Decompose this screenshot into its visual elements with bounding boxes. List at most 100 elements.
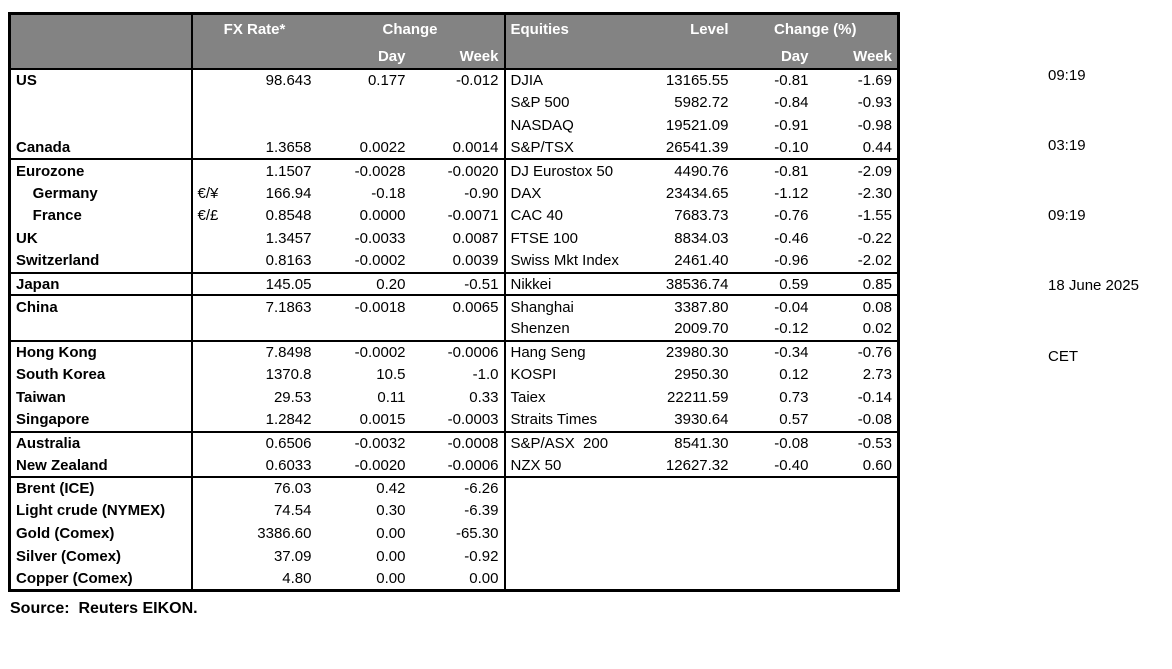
fx-rate-cell: 1.2842	[223, 408, 317, 433]
fx-rate-cell	[224, 114, 317, 137]
fx-country-cell	[9, 113, 193, 137]
table-row: Hong Kong 7.8498 -0.0002 -0.0006 Hang Seng 23…	[9, 340, 899, 364]
fx-rate-cell: 1.3658	[223, 136, 317, 161]
equity-change-week-cell: -1.69	[857, 71, 892, 89]
fx-change-day-cell: 0.177	[367, 71, 406, 89]
equity-name-cell: DJIA	[510, 71, 544, 89]
equity-change-week-cell: 2.73	[862, 366, 892, 384]
fx-rate-cell: 1370.8	[265, 366, 312, 384]
equity-name-cell: KOSPI	[510, 366, 557, 384]
fx-pair-symbol-cell	[192, 568, 224, 591]
fx-country-cell: UK	[9, 227, 193, 250]
fx-change-day-cell: 10.5	[376, 366, 406, 384]
equity-change-week-cell: 0.85	[813, 272, 899, 297]
equity-change-day-cell: 0.59	[733, 272, 814, 297]
fx-country-cell: New Zealand	[9, 454, 193, 478]
fx-change-week-cell: -65.30	[410, 522, 506, 545]
equity-change-week-cell: -0.76	[857, 344, 892, 362]
fx-country-cell: Light crude (NYMEX)	[9, 499, 193, 523]
fx-country-cell: Switzerland	[9, 250, 193, 274]
fx-country-cell: Taiwan	[9, 386, 193, 409]
header-level: Level	[654, 13, 734, 45]
fx-pair-symbol-cell	[192, 363, 224, 386]
fx-rate-cell: 7.1863	[265, 298, 312, 316]
equity-change-day-cell: -0.76	[774, 207, 809, 225]
fx-pair-symbol-cell	[192, 522, 224, 545]
table-header-row-1: FX Rate* Change Equities Level Change (%…	[9, 13, 899, 45]
fx-change-week-cell: 0.33	[410, 386, 506, 409]
fx-change-week-cell: -0.0003	[410, 408, 506, 433]
equity-level-cell: 3930.64	[654, 408, 734, 433]
fx-country-cell: France	[9, 204, 193, 228]
fx-rate-cell: 7.8498	[265, 344, 312, 362]
equity-change-week-cell: -0.08	[813, 408, 899, 433]
fx-rate-cell	[223, 318, 317, 342]
fx-rate-cell: 3386.60	[257, 525, 312, 543]
fx-change-week-cell: -0.51	[410, 272, 506, 297]
fx-change-day-cell: -0.0033	[354, 230, 406, 248]
table-row: US 98.643 0.177 -0.012 DJIA 13165.55 -0.81 -1.6…	[9, 68, 899, 92]
fx-change-week-cell: -0.0071	[410, 204, 506, 228]
timezone-label: CET	[1048, 347, 1078, 365]
fx-country-cell: Japan	[9, 272, 193, 297]
equity-name-cell: DJ Eurostox 50	[510, 162, 614, 180]
table-row: Copper (Comex) 4.80 0.00 0.00	[9, 567, 899, 591]
equity-change-day-cell: -0.96	[733, 250, 814, 274]
equity-level-cell: 12627.32	[654, 454, 734, 478]
equity-name-cell: Nikkei	[504, 272, 655, 297]
equity-change-week-cell: -1.55	[857, 207, 892, 225]
fx-rate-cell: 37.09	[273, 547, 312, 565]
header-corner-cell	[9, 13, 193, 45]
equity-level-cell: 23980.30	[665, 344, 729, 362]
fx-rate-cell: 76.03	[273, 480, 312, 498]
table-row: Switzerland 0.8163 -0.0002 0.0039 Swiss Mkt …	[9, 250, 899, 274]
table-row: New Zealand 0.6033 -0.0020 -0.0006 NZX 50 126…	[9, 454, 899, 478]
fx-change-day-cell: -0.0002	[354, 344, 406, 362]
equity-name-cell: FTSE 100	[510, 230, 579, 248]
equity-name-cell: S&P 500	[510, 94, 570, 112]
header-eq-day: Day	[733, 44, 814, 70]
fx-change-week-cell: 0.0065	[410, 295, 506, 319]
equity-change-day-cell: -0.12	[733, 318, 814, 342]
equity-change-day-cell: -0.10	[733, 136, 814, 161]
table-row: Taiwan 29.53 0.11 0.33 Taiex 22211.59 0.73 -0.1…	[9, 386, 899, 409]
fx-country-cell: Gold (Comex)	[9, 522, 193, 545]
fx-change-week-cell	[410, 91, 506, 114]
equity-change-week-cell: 0.60	[813, 454, 899, 478]
header-corner-cell-2	[9, 44, 193, 70]
equity-name-cell: Swiss Mkt Index	[504, 250, 655, 274]
fx-pair-symbol-cell	[192, 69, 224, 92]
header-fx-day: Day	[316, 44, 411, 70]
fx-change-week-cell: 0.0087	[410, 227, 506, 250]
equity-change-day-cell: -0.40	[733, 454, 814, 478]
fx-country-cell: Singapore	[9, 408, 193, 433]
fx-country-cell: Copper (Comex)	[9, 567, 193, 591]
table-header-row-2: Day Week Day Week	[9, 44, 899, 70]
table-row: South Korea 1370.8 10.5 -1.0 KOSPI 2950.30 0.1…	[9, 363, 899, 387]
equity-change-week-cell: -0.93	[857, 94, 892, 112]
equity-change-day-cell: -0.04	[774, 298, 809, 316]
fx-country-cell: Silver (Comex)	[9, 544, 193, 568]
fx-rate-cell: 0.6506	[265, 434, 312, 452]
equity-change-day-cell: -0.81	[774, 162, 809, 180]
fx-change-day-cell: 0.0022	[316, 136, 411, 161]
fx-change-week-cell: -0.92	[410, 544, 506, 568]
equity-level-cell: 22211.59	[667, 388, 729, 406]
fx-change-week-cell	[410, 318, 506, 342]
equity-change-week-cell: 0.02	[813, 318, 899, 342]
equity-level-cell: 2461.40	[654, 250, 734, 274]
fx-change-day-cell	[317, 114, 411, 137]
fx-country-cell: Eurozone	[9, 159, 193, 182]
table-row: NASDAQ 19521.09 -0.91 -0.98	[9, 113, 899, 137]
fx-change-week-cell: 0.00	[410, 567, 506, 591]
fx-country-cell: Australia	[9, 431, 193, 455]
fx-change-day-cell: 0.00	[376, 525, 406, 543]
equity-change-week-cell: -2.02	[813, 250, 899, 274]
fx-change-day-cell: -0.0018	[354, 298, 406, 316]
table-row: Shenzen 2009.70 -0.12 0.02	[9, 318, 899, 342]
equity-change-week-cell: -0.22	[857, 230, 892, 248]
equity-level-cell: 8541.30	[674, 434, 729, 452]
fx-pair-symbol-cell	[192, 295, 224, 318]
fx-pair-symbol-cell	[191, 408, 224, 433]
